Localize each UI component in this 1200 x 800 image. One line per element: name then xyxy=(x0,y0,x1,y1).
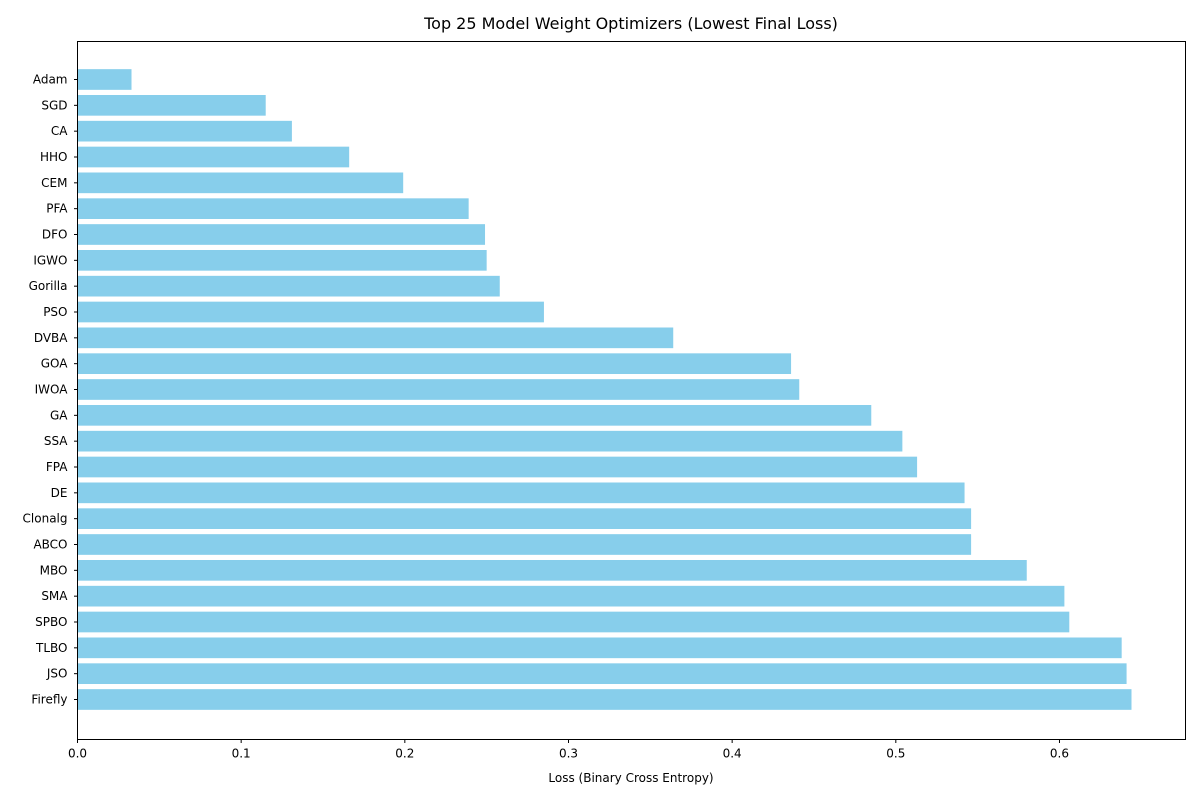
y-tick-label: SGD xyxy=(41,98,67,112)
y-tick-label: SMA xyxy=(41,589,68,603)
y-tick-label: HHO xyxy=(40,150,68,164)
bar-sma xyxy=(77,585,1065,607)
y-tick-label: DE xyxy=(51,486,68,500)
y-tick-label: DVBA xyxy=(34,331,68,345)
y-tick-label: GA xyxy=(50,408,68,422)
bar-igwo xyxy=(77,250,487,271)
y-tick-label: FPA xyxy=(46,460,68,474)
y-axis-ticks: Adam SGD CA HHO CEM PFA DFO IGWO Gorilla PSO DVBA G… xyxy=(23,73,78,707)
y-tick-label: Gorilla xyxy=(29,279,68,293)
bar-firefly xyxy=(77,689,1132,710)
chart-title: Top 25 Model Weight Optimizers (Lowest F… xyxy=(423,14,838,33)
bar-sgd xyxy=(77,95,266,116)
x-axis-label: Loss (Binary Cross Entropy) xyxy=(548,771,713,785)
y-tick-label: SPBO xyxy=(35,615,67,629)
y-tick-label: TLBO xyxy=(35,641,67,655)
bar-dvba xyxy=(77,327,674,349)
y-tick-label: PSO xyxy=(43,305,67,319)
y-tick-label: IGWO xyxy=(33,253,67,267)
y-tick-label: JSO xyxy=(46,667,68,681)
y-tick-label: SSA xyxy=(44,434,68,448)
bar-pso xyxy=(77,301,544,323)
bar-gorilla xyxy=(77,275,500,297)
plot-frame xyxy=(77,41,1186,740)
y-tick-label: ABCO xyxy=(33,538,67,552)
y-tick-label: DFO xyxy=(42,228,68,242)
bar-adam xyxy=(77,69,132,90)
bar-iwoa xyxy=(77,379,800,400)
bar-de xyxy=(77,482,965,504)
x-tick-label: 0.0 xyxy=(68,747,87,761)
y-tick-label: PFA xyxy=(46,202,68,216)
y-tick-label: Clonalg xyxy=(23,512,68,526)
y-tick-label: CEM xyxy=(41,176,67,190)
bar-ssa xyxy=(77,430,903,452)
bar-abco xyxy=(77,534,972,555)
x-tick-label: 0.1 xyxy=(232,747,251,761)
y-tick-label: GOA xyxy=(41,357,69,371)
x-axis-ticks: 0.0 0.1 0.2 0.3 0.4 0.5 0.6 xyxy=(68,739,1069,761)
y-tick-label: CA xyxy=(51,124,68,138)
bar-cem xyxy=(77,172,404,194)
y-tick-label: MBO xyxy=(40,563,68,577)
bar-fpa xyxy=(77,456,918,478)
bar-jso xyxy=(77,663,1127,684)
bar-spbo xyxy=(77,611,1070,633)
x-tick-label: 0.6 xyxy=(1050,747,1069,761)
y-tick-label: Firefly xyxy=(31,693,67,707)
bar-hho xyxy=(77,146,350,168)
bar-pfa xyxy=(77,198,469,219)
x-tick-label: 0.5 xyxy=(886,747,905,761)
bar-tlbo xyxy=(77,637,1122,659)
x-tick-label: 0.3 xyxy=(559,747,578,761)
bar-clonalg xyxy=(77,508,972,529)
y-tick-label: Adam xyxy=(33,73,68,87)
x-tick-label: 0.2 xyxy=(395,747,414,761)
x-tick-label: 0.4 xyxy=(723,747,742,761)
bar-mbo xyxy=(77,560,1027,581)
bar-goa xyxy=(77,353,792,374)
bars-group xyxy=(77,69,1132,710)
bar-ga xyxy=(77,405,872,426)
y-tick-label: IWOA xyxy=(35,383,69,397)
bar-ca xyxy=(77,120,292,142)
bar-dfo xyxy=(77,224,486,245)
